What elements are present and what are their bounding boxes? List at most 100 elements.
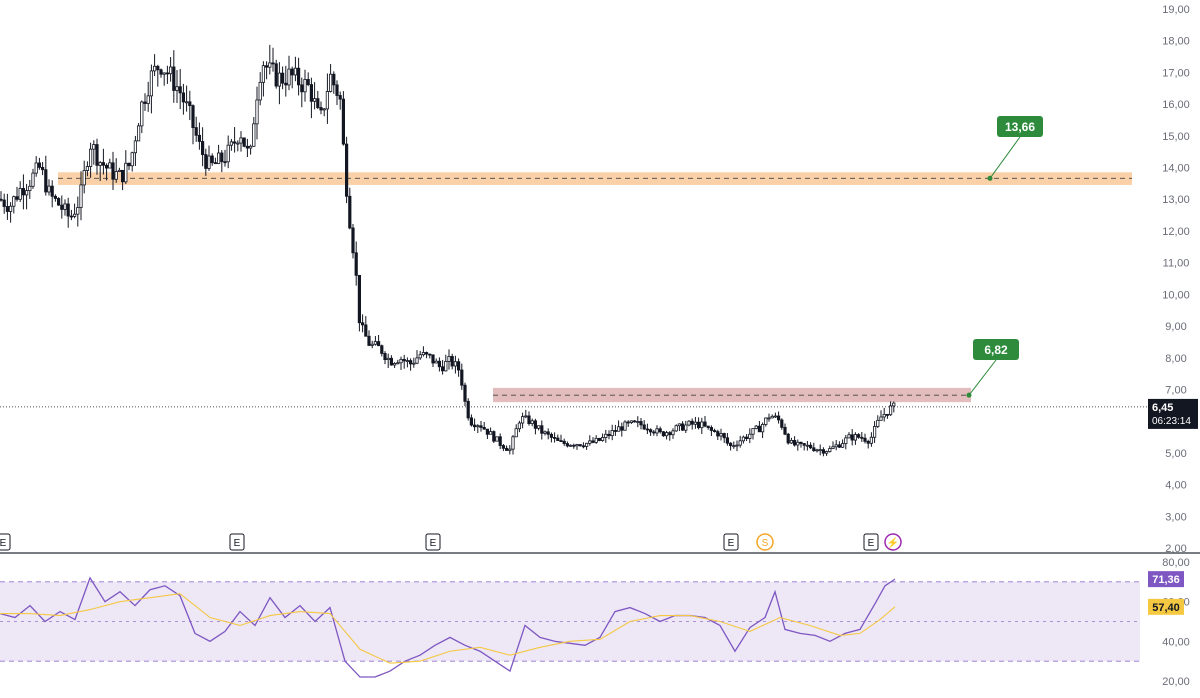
candle (783, 423, 787, 436)
candle (869, 432, 874, 447)
candle (197, 122, 201, 150)
candle (105, 163, 109, 181)
event-label: E (0, 538, 7, 549)
candle (156, 64, 160, 87)
earnings-marker[interactable]: E (723, 533, 739, 551)
candle (133, 135, 137, 166)
candle (825, 450, 829, 456)
candle (303, 69, 307, 102)
candle (79, 171, 83, 221)
candle (396, 359, 400, 365)
rsi-tick-label: 40,00 (1162, 636, 1190, 648)
candle (693, 416, 698, 429)
candle (57, 197, 61, 206)
candle (652, 429, 656, 436)
target-connector (968, 359, 997, 396)
candle (0, 191, 3, 202)
candle (828, 445, 832, 453)
candle (882, 407, 886, 422)
earnings-marker[interactable]: E (863, 533, 879, 551)
candle (306, 72, 310, 87)
candle (562, 438, 566, 446)
candle (777, 411, 781, 424)
candle (165, 65, 169, 84)
candle (351, 224, 355, 259)
price-tick-label: 7,00 (1165, 384, 1186, 396)
candle (335, 80, 339, 106)
candle (37, 157, 42, 170)
earnings-marker[interactable]: E (425, 533, 441, 551)
target-anchor-dot[interactable] (966, 392, 972, 398)
candle (53, 194, 58, 202)
candle (469, 414, 474, 427)
target-price-badge[interactable] (973, 339, 1019, 360)
candle (354, 241, 358, 286)
candle (98, 161, 102, 182)
candle (780, 418, 784, 430)
candle (517, 420, 522, 433)
candle (172, 50, 176, 103)
rsi-line (0, 576, 896, 678)
candle (92, 140, 96, 165)
candle (444, 354, 448, 372)
candle (537, 425, 541, 431)
candle (472, 418, 477, 431)
target-anchor-dot[interactable] (987, 175, 993, 181)
candle (181, 83, 185, 115)
price-axis[interactable]: 19,00 18,00 17,00 16,00 15,00 14,00 13,00 12,00… (1148, 4, 1198, 555)
split-marker[interactable]: S (756, 533, 774, 551)
price-tick-label: 14,00 (1162, 163, 1190, 175)
candle (556, 434, 560, 441)
candle (121, 169, 125, 191)
price-tick-label: 2,00 (1165, 543, 1186, 555)
earnings-marker[interactable]: E (0, 533, 11, 551)
candle (812, 442, 816, 452)
rsi-ma-value-badge: 57,40 (1148, 598, 1184, 615)
candle (703, 415, 707, 428)
candle (572, 443, 576, 449)
last-price-badge[interactable]: 6,45 06:23:14 (1148, 398, 1198, 429)
candle (31, 168, 35, 189)
candle (434, 358, 438, 364)
candle (713, 428, 717, 433)
candle (130, 151, 134, 172)
candle (242, 137, 246, 148)
candle (175, 69, 179, 103)
candle (770, 414, 774, 419)
candle (412, 357, 416, 368)
candle (258, 72, 262, 106)
candle (418, 350, 422, 360)
resistance-zone-upper[interactable] (58, 172, 1132, 185)
candle (421, 346, 426, 357)
candle (111, 151, 115, 191)
candle (344, 136, 349, 204)
event-label: E (234, 538, 241, 549)
candle (348, 187, 352, 230)
target-price-badge[interactable] (997, 116, 1043, 137)
candle (591, 437, 595, 444)
candle (690, 418, 694, 430)
candle (325, 73, 330, 124)
candle (569, 444, 573, 447)
candle (117, 167, 121, 173)
price-tick-label: 10,00 (1162, 289, 1190, 301)
candle (373, 336, 378, 346)
candle (357, 274, 362, 332)
candle (162, 72, 166, 86)
flash-marker[interactable]: ⚡ (884, 533, 902, 551)
candle (658, 426, 662, 434)
candle (188, 90, 192, 121)
candle (245, 138, 249, 158)
candle (213, 157, 217, 165)
candle (191, 104, 195, 145)
candle (504, 445, 509, 451)
candle (207, 145, 211, 171)
candle (681, 421, 685, 431)
candle (447, 349, 451, 370)
earnings-marker[interactable]: E (229, 533, 245, 551)
candle (108, 158, 112, 169)
rsi-value-badge: 71,36 (1148, 571, 1184, 588)
candle (514, 424, 518, 438)
